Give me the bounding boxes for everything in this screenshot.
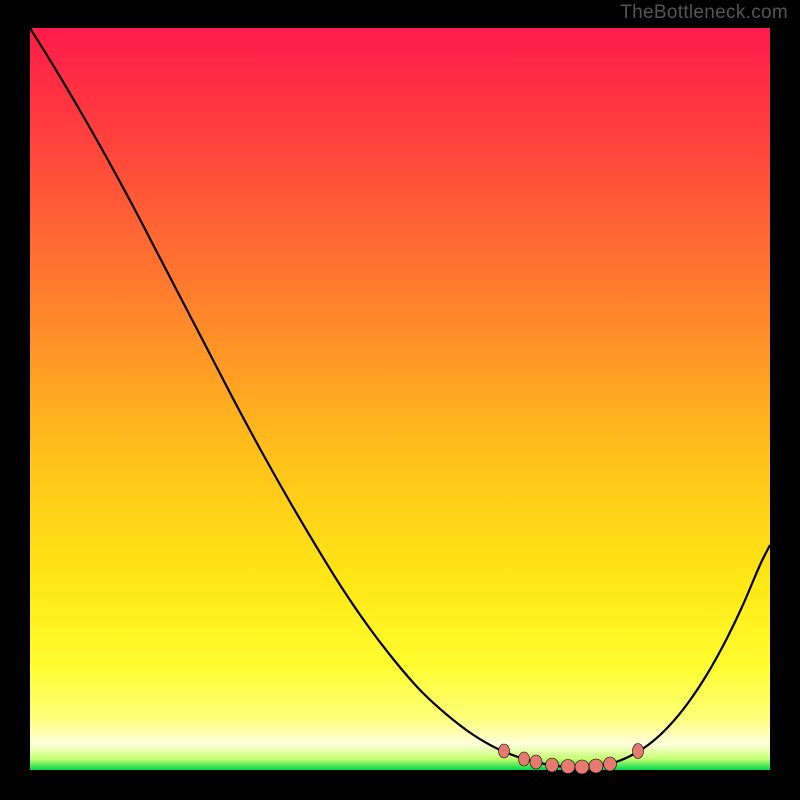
curve-marker	[575, 760, 589, 774]
plot-background	[30, 28, 770, 770]
curve-marker	[561, 760, 575, 774]
curve-marker	[633, 744, 644, 759]
curve-marker	[589, 759, 603, 773]
chart-container: { "watermark": { "text": "TheBottleneck.…	[0, 0, 800, 800]
curve-marker	[604, 757, 617, 771]
chart-svg	[0, 0, 800, 800]
curve-marker	[499, 744, 510, 758]
curve-marker	[546, 758, 559, 772]
curve-marker	[519, 752, 530, 766]
curve-marker	[530, 755, 542, 769]
watermark-label: TheBottleneck.com	[620, 2, 788, 24]
